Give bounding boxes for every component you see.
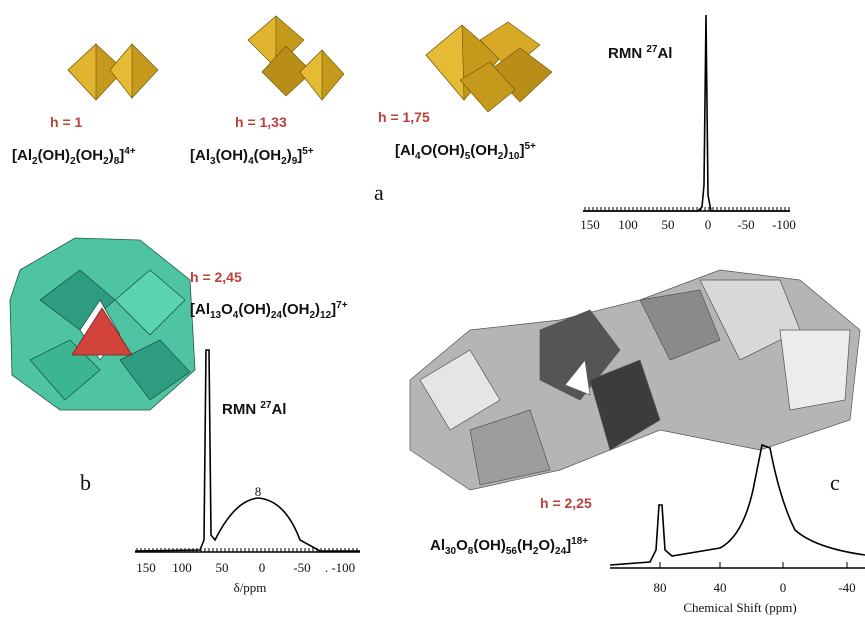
polyhedron-b [10,238,195,410]
formula-part: (OH [470,142,498,159]
formula: [Al3(OH)4(OH2)9]5+ [190,146,314,167]
x-tick-label: 0 [780,580,787,595]
polyhedra-c [410,270,860,490]
formula-part: [Al [190,301,210,318]
formula-part: RMN [608,45,646,62]
formula-part: (OH) [38,147,71,164]
formula-part: O(OH) [421,142,465,159]
x-tick-label: -40 [838,580,855,595]
formula-part: 30 [445,546,457,557]
spectrum-c [610,445,865,565]
formula-part: [Al [12,147,32,164]
panel-label: b [80,470,91,495]
formula-part: 27 [646,44,658,55]
h-label: h = 2,45 [190,269,242,285]
formula-part: [Al [190,147,210,164]
x-tick-label: 150 [136,560,156,575]
h-label: h = 1 [50,114,83,130]
polyhedra-a [68,16,552,112]
formula-part: 27 [260,400,272,411]
formula-part: (OH [254,147,282,164]
h-label: h = 1,75 [378,109,430,125]
formula-part: 5+ [302,146,314,157]
formula-part: (OH) [473,537,506,554]
x-tick-label: 40 [714,580,727,595]
x-axis-label: Chemical Shift (ppm) [683,600,796,615]
formula-part: O [456,537,468,554]
formula-part: 13 [210,310,222,321]
formula-part: [Al [395,142,415,159]
panel-label: c [830,470,840,495]
formula: [Al13O4(OH)24(OH2)12]7+ [190,300,348,321]
h-label: h = 2,25 [540,495,592,511]
formula-part: (OH [282,301,310,318]
formula: [Al2(OH)2(OH2)8]4+ [12,146,136,167]
formula-part: Al [271,401,286,418]
formula-part: RMN [222,401,260,418]
x-tick-label: 150 [580,217,600,232]
formula-part: (OH) [216,147,249,164]
x-tick-label: . -100 [325,560,355,575]
formula-part: 4+ [124,146,136,157]
x-tick-label: 50 [662,217,675,232]
h-label: h = 1,33 [235,114,287,130]
x-tick-label: 0 [705,217,712,232]
x-tick-label: -50 [737,217,754,232]
formula-part: O [221,301,233,318]
x-tick-label: 100 [172,560,192,575]
x-tick-label: 50 [216,560,229,575]
formula-part: (OH) [238,301,271,318]
formula-part: 7+ [336,300,348,311]
formula-part: 24 [271,310,283,321]
peak-label: 8 [255,484,262,499]
formula-part: 56 [506,546,518,557]
formula: Al30O8(OH)56(H2O)24]18+ [430,536,588,557]
x-tick-label: 80 [654,580,667,595]
nmr-title: RMN 27Al [608,44,672,62]
x-tick-label: 0 [259,560,266,575]
x-tick-label: -50 [293,560,310,575]
figure: h = 1 [Al2(OH)2(OH2)8]4+ h = 1,33 [Al3(OH)4… [0,0,865,619]
x-tick-label: -100 [772,217,796,232]
formula-part: Al [430,537,445,554]
x-tick-label: 100 [618,217,638,232]
formula-part: (H [517,537,533,554]
formula-part: 12 [320,310,332,321]
formula-part: (OH [76,147,104,164]
panel-label: a [374,180,384,205]
formula-part: 18+ [571,536,588,547]
x-axis-label: δ/ppm [234,580,267,595]
formula-part: Al [657,45,672,62]
formula-part: 10 [508,151,520,162]
formula-part: 5+ [524,141,536,152]
formula-part: 24 [555,546,567,557]
nmr-title: RMN 27Al [222,400,286,418]
formula-part: O) [538,537,555,554]
formula: [Al4O(OH)5(OH2)10]5+ [395,141,536,162]
